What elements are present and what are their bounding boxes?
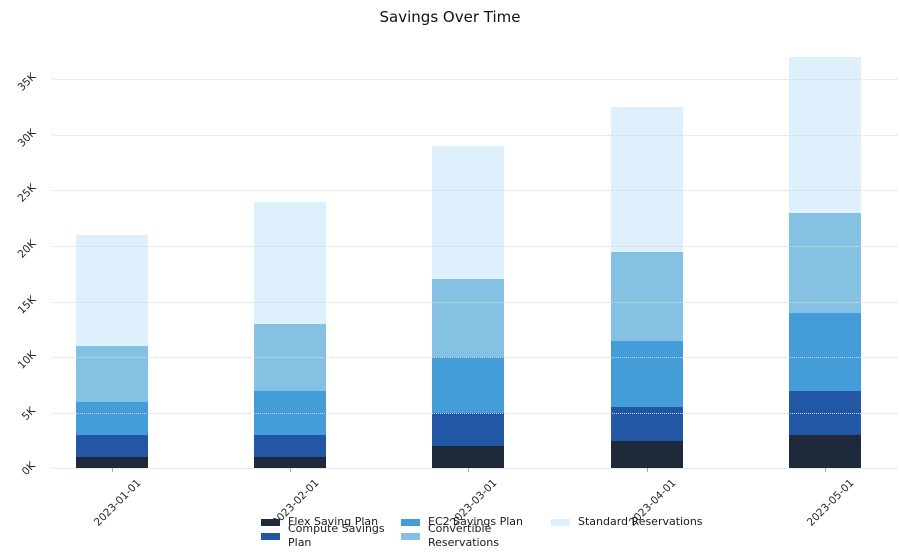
bar-segment xyxy=(254,457,327,469)
gridline xyxy=(52,79,897,81)
bar-segment xyxy=(76,346,148,402)
gridline xyxy=(52,301,897,303)
legend-swatch xyxy=(401,532,420,540)
legend: Flex Saving Plan Compute Savings Plan EC2 … xyxy=(261,515,703,549)
bar-segment xyxy=(432,146,505,280)
gridline xyxy=(52,246,897,248)
bar-2023-05-01 xyxy=(788,57,861,469)
gridline xyxy=(52,134,897,136)
legend-item-standard-reservations: Standard Reservations xyxy=(551,515,703,529)
y-tick-label: 0K xyxy=(20,460,39,479)
legend-item-flex-saving-plan: Flex Saving Plan xyxy=(261,515,401,529)
y-tick-label: 30K xyxy=(15,126,39,150)
x-axis-tick xyxy=(646,468,648,473)
gridline xyxy=(52,190,897,192)
bar-segment xyxy=(76,457,148,469)
bar-segment xyxy=(254,201,327,324)
bar-segment xyxy=(788,434,861,469)
bar-segment xyxy=(76,234,148,347)
bar-segment xyxy=(610,440,683,469)
y-tick-label: 20K xyxy=(15,237,39,261)
bar-2023-03-01 xyxy=(432,146,505,469)
bar-segment xyxy=(76,434,148,458)
legend-swatch xyxy=(261,532,280,540)
x-axis-tick xyxy=(468,468,470,473)
legend-label: Compute Savings Plan xyxy=(288,522,385,549)
legend-swatch xyxy=(261,518,280,526)
legend-item-convertible-reservations: Convertible Reservations xyxy=(401,522,551,549)
legend-label: Flex Saving Plan xyxy=(288,515,379,528)
legend-label: EC2 Savings Plan xyxy=(428,515,523,528)
bar-segment xyxy=(610,251,683,341)
gridline xyxy=(52,468,897,470)
legend-swatch xyxy=(401,518,420,526)
y-tick-label: 25K xyxy=(15,182,39,205)
legend-label: Standard Reservations xyxy=(578,515,703,528)
gridline xyxy=(52,412,897,414)
legend-swatch xyxy=(551,518,570,526)
bar-segment xyxy=(788,312,861,391)
gridline xyxy=(52,357,897,359)
bar-segment xyxy=(432,357,505,413)
legend-item-compute-savings-plan: Compute Savings Plan xyxy=(261,522,401,549)
chart-title: Savings Over Time xyxy=(379,8,521,26)
x-tick-label: 2023-05-01 xyxy=(804,477,857,529)
bar-segment xyxy=(432,279,505,358)
bar-segment xyxy=(610,340,683,408)
bar-2023-02-01 xyxy=(254,201,327,469)
x-axis-tick xyxy=(824,468,826,473)
bar-segment xyxy=(432,412,505,447)
bar-2023-04-01 xyxy=(610,107,683,469)
bar-segment xyxy=(788,212,861,313)
bar-segment xyxy=(76,401,148,435)
y-tick-label: 35K xyxy=(15,71,39,94)
bar-2023-01-01 xyxy=(76,234,148,469)
bar-segment xyxy=(432,446,505,469)
x-axis-tick xyxy=(290,468,292,473)
x-tick-label: 2023-01-01 xyxy=(91,477,144,529)
bar-segment xyxy=(610,107,683,252)
legend-item-ec2-savings-plan: EC2 Savings Plan xyxy=(401,515,551,529)
y-tick-label: 15K xyxy=(15,293,39,317)
y-tick-label: 10K xyxy=(15,348,39,372)
x-axis-tick xyxy=(112,468,113,473)
bar-segment xyxy=(254,434,327,458)
legend-label: Convertible Reservations xyxy=(428,522,499,549)
y-tick-label: 5K xyxy=(20,404,39,423)
